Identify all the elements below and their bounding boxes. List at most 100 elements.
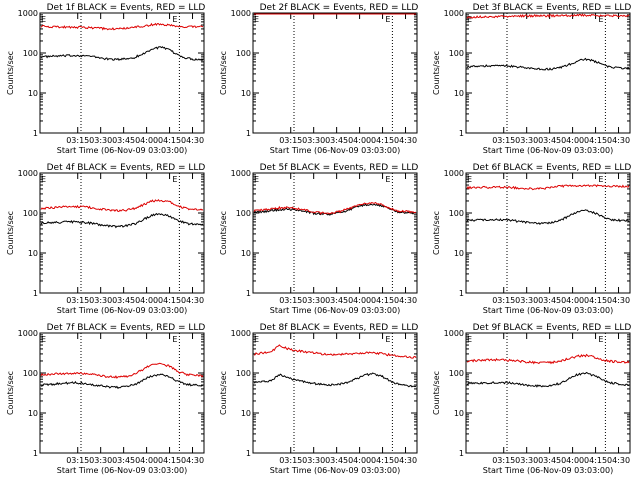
event-marker-label: E <box>172 15 177 24</box>
x-tick-label: 03:15 <box>279 296 302 305</box>
x-axis-label: Start Time (06-Nov-09 03:03:00) <box>270 146 400 155</box>
panel-1: Det 1f BLACK = Events, RED = LLD 1 10 100 10… <box>6 3 205 155</box>
y-tick-label: 10 <box>241 89 251 98</box>
y-tick-label: 1000 <box>444 329 464 338</box>
x-axis-label: Start Time (06-Nov-09 03:03:00) <box>270 466 400 475</box>
x-tick-label: 04:00 <box>348 136 371 145</box>
x-tick-label: 03:15 <box>66 136 89 145</box>
x-tick-label: 03:15 <box>492 136 515 145</box>
event-marker-label: E <box>254 175 259 184</box>
x-tick-label: 04:00 <box>348 456 371 465</box>
y-tick-label: 1000 <box>18 169 38 178</box>
x-tick-label: 04:15 <box>584 296 607 305</box>
plot-frame <box>465 332 631 454</box>
x-tick-label: 04:00 <box>135 296 158 305</box>
event-marker-label: E <box>385 335 390 344</box>
panel-5: Det 5f BLACK = Events, RED = LLD 1 10 100 10… <box>219 163 418 315</box>
panel-2: Det 2f BLACK = Events, RED = LLD 1 10 100 10… <box>219 3 418 155</box>
panel-title: Det 7f BLACK = Events, RED = LLD <box>47 323 206 333</box>
x-axis-label: Start Time (06-Nov-09 03:03:00) <box>483 146 613 155</box>
x-tick-label: 03:15 <box>66 296 89 305</box>
x-tick-label: 03:45 <box>112 456 135 465</box>
lld-series-line <box>40 362 204 379</box>
lld-series-line <box>466 353 630 365</box>
x-tick-label: 04:30 <box>607 296 630 305</box>
y-tick-label: 100 <box>23 49 38 58</box>
y-tick-label: 10 <box>241 409 251 418</box>
event-marker-label: E <box>254 15 259 24</box>
y-axis-label: Counts/sec <box>6 211 15 255</box>
x-tick-label: 03:45 <box>112 296 135 305</box>
events-series-line <box>466 371 630 388</box>
y-tick-label: 100 <box>23 369 38 378</box>
x-tick-label: 04:15 <box>158 136 181 145</box>
y-axis-label: Counts/sec <box>6 371 15 415</box>
plot-frame <box>39 172 205 294</box>
events-series-line <box>253 203 417 216</box>
panel-9: Det 9f BLACK = Events, RED = LLD 1 10 100 10… <box>432 323 631 475</box>
plot-frame <box>465 12 631 134</box>
x-axis-label: Start Time (06-Nov-09 03:03:00) <box>57 466 187 475</box>
lld-series-line <box>466 184 630 191</box>
panel-title: Det 1f BLACK = Events, RED = LLD <box>47 3 206 13</box>
plot-frame <box>39 12 205 134</box>
x-tick-label: 03:30 <box>89 296 112 305</box>
x-tick-label: 04:30 <box>394 456 417 465</box>
y-tick-label: 1 <box>246 449 251 458</box>
x-tick-label: 04:00 <box>561 456 584 465</box>
x-tick-label: 03:15 <box>279 136 302 145</box>
x-tick-label: 04:15 <box>371 136 394 145</box>
lld-series-line <box>40 22 204 31</box>
events-series-line <box>40 46 204 62</box>
x-axis-label: Start Time (06-Nov-09 03:03:00) <box>57 306 187 315</box>
x-tick-label: 04:00 <box>561 136 584 145</box>
event-marker-label: E <box>172 175 177 184</box>
y-axis-label: Counts/sec <box>432 371 441 415</box>
y-tick-label: 100 <box>449 209 464 218</box>
panel-title: Det 4f BLACK = Events, RED = LLD <box>47 163 206 173</box>
x-tick-label: 03:15 <box>279 456 302 465</box>
y-tick-label: 10 <box>241 249 251 258</box>
plot-frame <box>39 332 205 454</box>
y-tick-label: 10 <box>28 89 38 98</box>
y-tick-label: 100 <box>236 369 251 378</box>
x-tick-label: 04:00 <box>348 296 371 305</box>
panel-6: Det 6f BLACK = Events, RED = LLD 1 10 100 10… <box>432 163 631 315</box>
y-tick-label: 10 <box>28 409 38 418</box>
y-tick-label: 1000 <box>18 329 38 338</box>
panel-4: Det 4f BLACK = Events, RED = LLD 1 10 100 10… <box>6 163 205 315</box>
panel-8: Det 8f BLACK = Events, RED = LLD 1 10 100 10… <box>219 323 418 475</box>
y-axis-label: Counts/sec <box>219 51 228 95</box>
event-marker-label: E <box>172 335 177 344</box>
y-tick-label: 100 <box>23 209 38 218</box>
x-tick-label: 03:45 <box>325 456 348 465</box>
y-tick-label: 1000 <box>231 169 251 178</box>
event-marker-label: E <box>467 15 472 24</box>
y-axis-label: Counts/sec <box>219 211 228 255</box>
x-tick-label: 04:15 <box>158 456 181 465</box>
event-marker-label: E <box>598 335 603 344</box>
event-marker-label: E <box>385 175 390 184</box>
y-tick-label: 1 <box>33 129 38 138</box>
x-tick-label: 03:45 <box>538 456 561 465</box>
event-marker-label: E <box>41 175 46 184</box>
x-tick-label: 03:45 <box>538 136 561 145</box>
x-tick-label: 04:30 <box>181 136 204 145</box>
y-axis-label: Counts/sec <box>432 51 441 95</box>
events-series-line <box>466 57 630 71</box>
x-tick-label: 04:00 <box>135 136 158 145</box>
x-tick-label: 03:30 <box>302 456 325 465</box>
y-axis-label: Counts/sec <box>219 371 228 415</box>
y-tick-label: 1000 <box>231 9 251 18</box>
events-series-line <box>40 212 204 229</box>
plot-frame <box>465 172 631 294</box>
y-tick-label: 100 <box>236 49 251 58</box>
events-series-line <box>466 209 630 226</box>
x-axis-label: Start Time (06-Nov-09 03:03:00) <box>270 306 400 315</box>
events-series-line <box>40 373 204 390</box>
panel-title: Det 8f BLACK = Events, RED = LLD <box>260 323 419 333</box>
x-tick-label: 03:45 <box>112 136 135 145</box>
x-tick-label: 03:30 <box>89 456 112 465</box>
y-tick-label: 1 <box>246 129 251 138</box>
x-tick-label: 03:30 <box>515 456 538 465</box>
